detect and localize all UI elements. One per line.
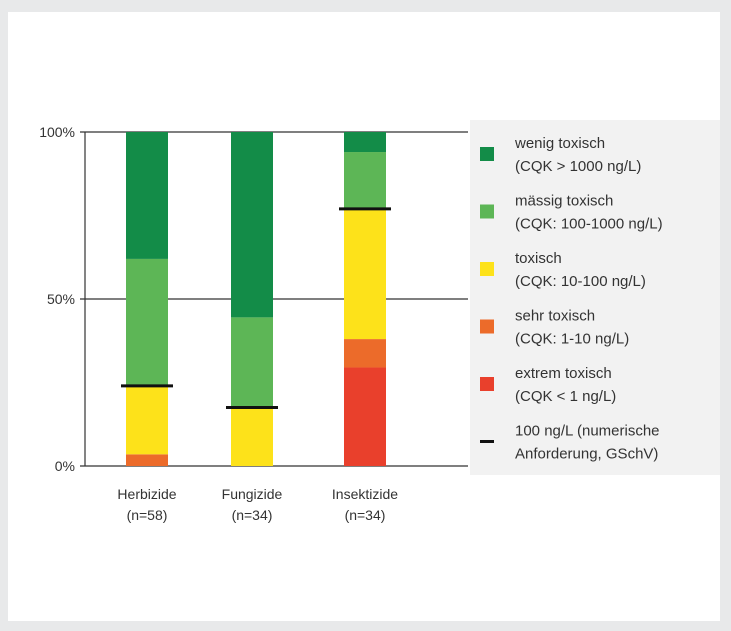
bar-segment-insektizide-2 (344, 208, 386, 340)
y-tick-label: 0% (55, 458, 75, 474)
legend-label-line1: 100 ng/L (numerische (515, 423, 660, 440)
legend-label-line2: (CQK < 1 ng/L) (515, 388, 616, 405)
legend-swatch-4 (480, 377, 494, 391)
legend-label-line2: (CQK: 1-10 ng/L) (515, 331, 629, 348)
category-label: Insektizide (332, 486, 398, 502)
category-count-label: (n=34) (232, 507, 273, 523)
bar-segment-fungizide-3 (231, 317, 273, 408)
legend-label-line1: toxisch (515, 250, 562, 267)
legend-swatch-0 (480, 147, 494, 161)
y-tick-label: 50% (47, 291, 75, 307)
legend-swatch-1 (480, 204, 494, 219)
category-label: Fungizide (222, 486, 283, 502)
bar-segment-herbizide-1 (126, 454, 168, 466)
legend-label-line1: mässig toxisch (515, 193, 613, 210)
legend-swatch-2 (480, 262, 494, 276)
category-label: Herbizide (117, 486, 176, 502)
category-count-label: (n=34) (345, 507, 386, 523)
bar-segment-insektizide-4 (344, 132, 386, 153)
legend-label-line2: (CQK: 10-100 ng/L) (515, 273, 646, 290)
stacked-bar-chart: 0% 50% 100% Herbizide (n=58) Fungizide (n=34)… (39, 120, 720, 523)
legend-label-line1: wenig toxisch (514, 135, 605, 152)
legend-label-line2: (CQK: 100-1000 ng/L) (515, 216, 663, 233)
category-count-label: (n=58) (127, 507, 168, 523)
legend-background (470, 120, 720, 475)
legend-label-line2: Anforderung, GSchV) (515, 446, 658, 463)
legend-swatch-3 (480, 319, 494, 334)
bar-segment-herbizide-4 (126, 132, 168, 259)
legend-label-line1: extrem toxisch (515, 365, 612, 382)
figure-panel: 0% 50% 100% Herbizide (n=58) Fungizide (n=34)… (8, 12, 720, 621)
bar-segment-insektizide-3 (344, 152, 386, 209)
bar-segment-insektizide-1 (344, 339, 386, 368)
legend-label-line1: sehr toxisch (515, 308, 595, 325)
legend-label-line2: (CQK > 1000 ng/L) (515, 158, 641, 175)
bar-segment-insektizide-0 (344, 367, 386, 466)
bar-segment-fungizide-4 (231, 132, 273, 318)
bar-segment-herbizide-3 (126, 258, 168, 386)
bar-segment-herbizide-2 (126, 385, 168, 455)
y-tick-label: 100% (39, 124, 75, 140)
bar-segment-fungizide-2 (231, 407, 273, 466)
